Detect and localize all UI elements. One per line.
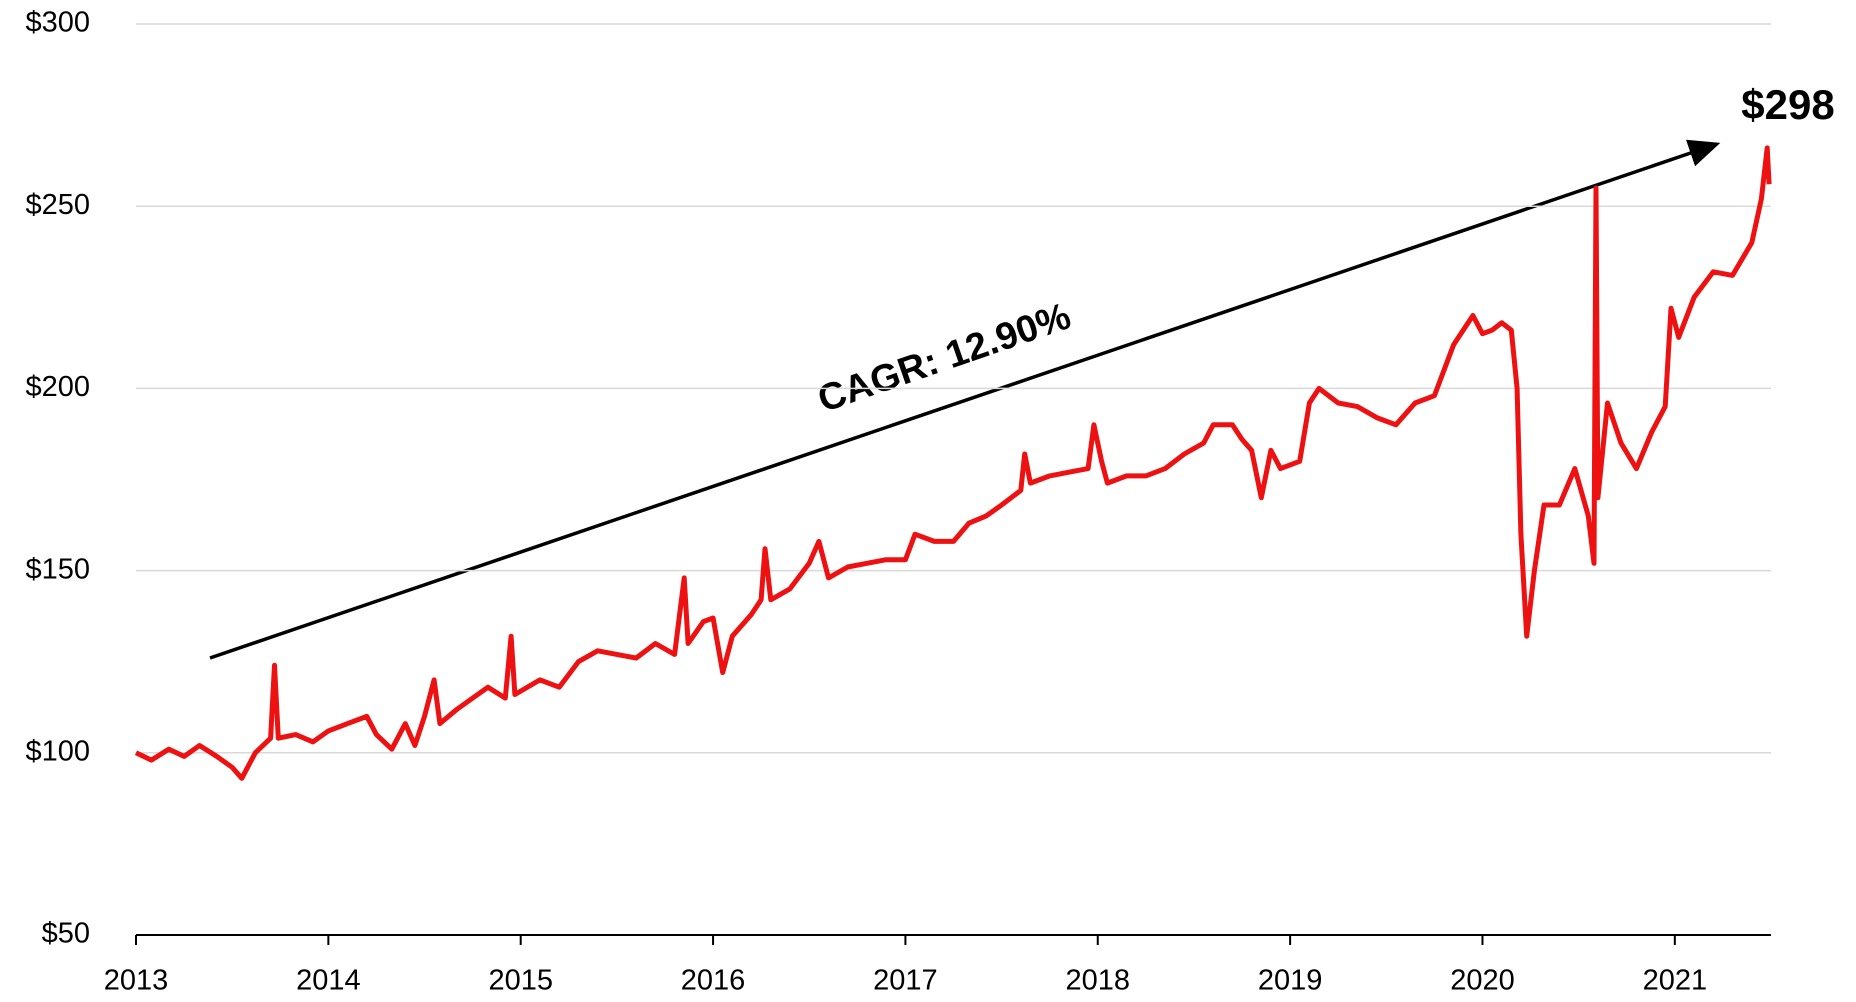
cagr-label: CAGR: 12.90%	[813, 295, 1076, 421]
x-tick-label: 2018	[1066, 965, 1131, 997]
y-tick-label: $200	[25, 371, 90, 403]
x-tick-label: 2015	[488, 965, 553, 997]
x-tick-label: 2016	[681, 965, 746, 997]
y-tick-label: $300	[25, 7, 90, 39]
y-tick-label: $50	[42, 918, 90, 950]
price-line	[134, 145, 1772, 781]
trend-arrow	[209, 139, 1721, 660]
x-tick-label: 2021	[1643, 965, 1708, 997]
y-tick-label: $100	[25, 735, 90, 767]
x-tick-label: 2017	[873, 965, 938, 997]
y-tick-label: $150	[25, 553, 90, 585]
x-tick-label: 2019	[1258, 965, 1323, 997]
x-tick-label: 2013	[104, 965, 169, 997]
x-tick-label: 2014	[296, 965, 361, 997]
x-tick-label: 2020	[1450, 965, 1515, 997]
y-tick-label: $250	[25, 189, 90, 221]
end-label: $298	[1741, 81, 1834, 128]
